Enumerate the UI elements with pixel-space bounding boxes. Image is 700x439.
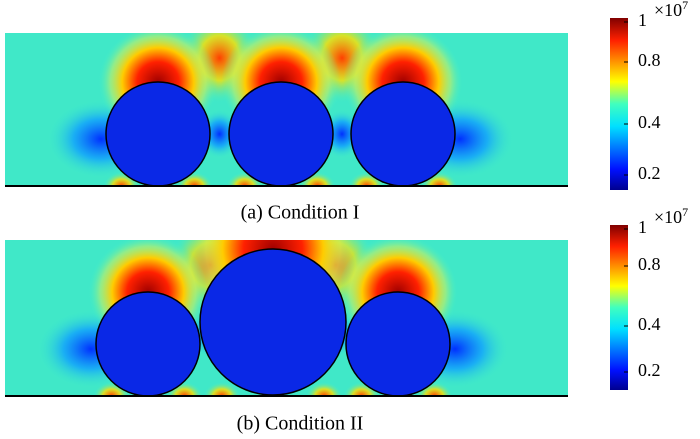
caption: (a) Condition I — [241, 202, 360, 224]
colorbar-tick-label: 0.4 — [638, 112, 661, 132]
particle — [105, 81, 211, 186]
colorbar-exponent: ×107 — [654, 0, 688, 20]
colorbar-tick-label: 1 — [638, 217, 647, 237]
colorbar-tick-label: 1 — [638, 10, 647, 30]
colorbar-tick-label: 0.2 — [638, 360, 661, 380]
particle — [228, 81, 334, 186]
colorbar-tick-label: 0.4 — [638, 314, 661, 334]
particle — [95, 291, 201, 396]
colorbar-tick-label: 0.2 — [638, 163, 661, 183]
exponent: 7 — [682, 0, 688, 12]
particle — [350, 81, 456, 186]
field-plot — [5, 33, 568, 186]
contact-hot — [306, 382, 343, 396]
multiplier: ×10 — [654, 0, 682, 20]
particle — [199, 248, 347, 396]
colorbar — [610, 225, 628, 390]
multiplier: ×10 — [654, 207, 682, 227]
colorbar — [610, 18, 628, 190]
colorbar-tick-label: 0.8 — [638, 50, 661, 70]
particle — [345, 291, 451, 396]
colorbar-tick-label: 0.8 — [638, 254, 661, 274]
colorbar-exponent: ×107 — [654, 205, 688, 227]
field-plot — [5, 240, 568, 396]
caption: (b) Condition II — [237, 413, 364, 435]
exponent: 7 — [682, 205, 688, 219]
contact-hot — [203, 382, 240, 396]
